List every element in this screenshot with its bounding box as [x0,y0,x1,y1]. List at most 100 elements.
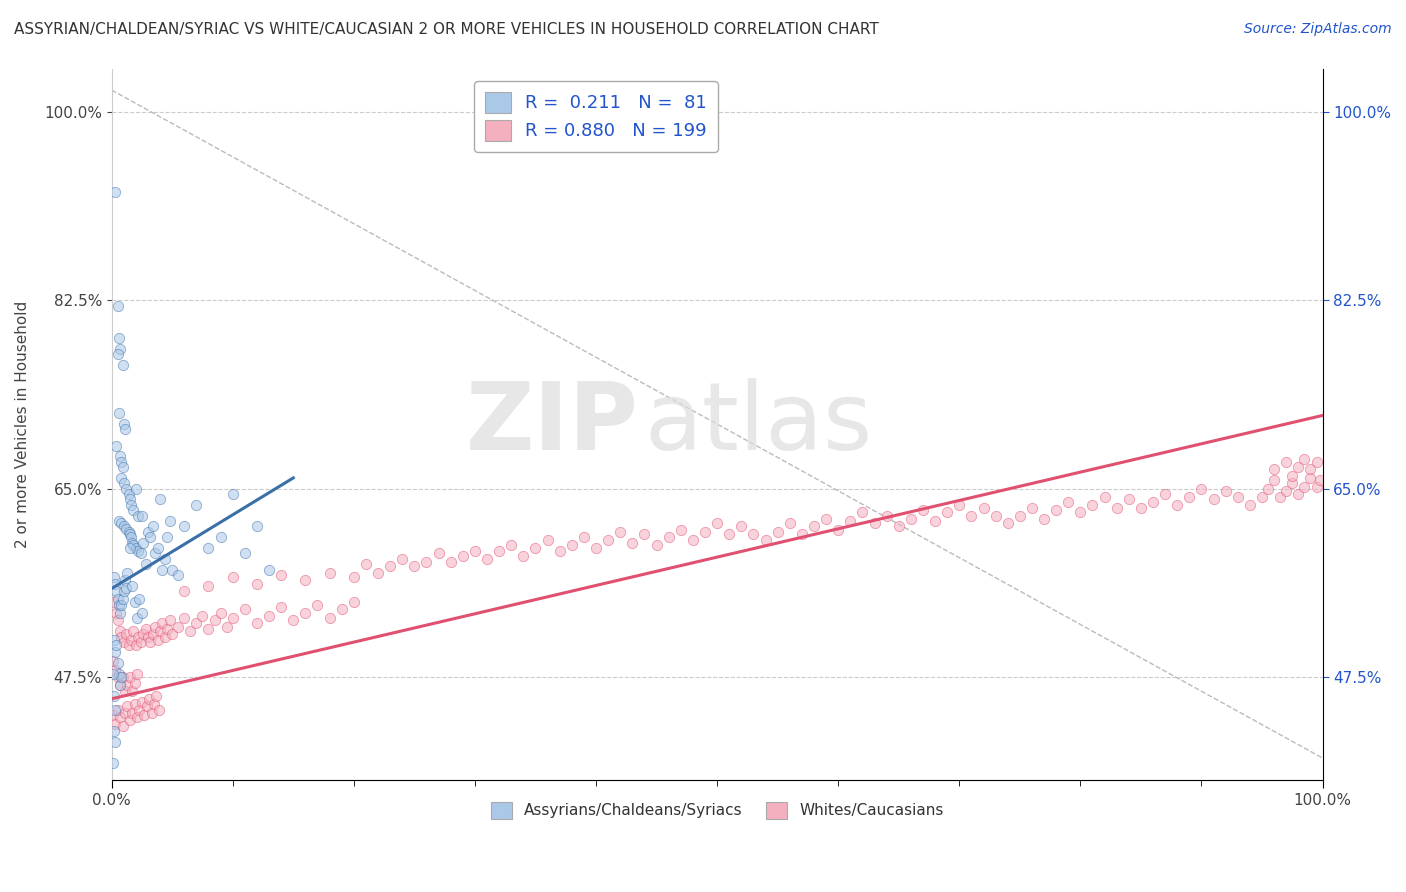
Point [108,406,131,420]
Point [112,417,135,431]
Point [121,706,143,720]
Point [131,606,153,620]
Point [512,549,534,563]
Point [124,595,146,609]
Point [131,695,153,709]
Point [117,524,139,539]
Point [1191,482,1213,496]
Point [1057,494,1080,508]
Point [121,535,143,549]
Point [973,501,995,516]
Point [330,602,353,616]
Point [118,714,141,728]
Point [561,538,583,552]
Point [125,482,148,496]
Point [343,570,366,584]
Point [682,533,704,548]
Point [307,598,329,612]
Point [1069,505,1091,519]
Point [122,624,145,638]
Point [246,519,269,533]
Point [111,591,134,606]
Point [138,691,160,706]
Point [948,498,970,512]
Point [887,519,910,533]
Point [222,487,245,501]
Point [186,498,208,512]
Point [125,710,148,724]
Point [924,514,946,528]
Point [104,716,127,731]
Point [107,299,129,313]
Point [1281,468,1303,483]
Point [440,555,463,569]
Point [117,678,139,692]
Point [246,576,269,591]
Point [1281,476,1303,491]
Point [114,706,136,720]
Point [257,608,280,623]
Point [936,505,959,519]
Point [118,670,141,684]
Point [114,422,136,436]
Point [1008,508,1031,523]
Point [107,613,129,627]
Point [107,347,129,361]
Point [101,654,124,668]
Point [766,524,789,539]
Point [658,530,681,544]
Point [404,559,426,574]
Point [1215,483,1237,498]
Point [173,611,195,625]
Point [367,566,389,580]
Point [111,358,134,372]
Point [730,519,752,533]
Point [121,579,143,593]
Point [1081,498,1104,512]
Point [318,566,340,580]
Point [669,523,692,537]
Point [120,632,142,647]
Point [984,508,1007,523]
Point [120,498,142,512]
Point [127,508,149,523]
Point [145,689,167,703]
Text: ASSYRIAN/CHALDEAN/SYRIAC VS WHITE/CAUCASIAN 2 OR MORE VEHICLES IN HOUSEHOLD CORR: ASSYRIAN/CHALDEAN/SYRIAC VS WHITE/CAUCAS… [14,22,879,37]
Point [167,619,190,633]
Point [117,699,139,714]
Point [152,562,174,576]
Point [197,579,219,593]
Legend: Assyrians/Chaldeans/Syriacs, Whites/Caucasians: Assyrians/Chaldeans/Syriacs, Whites/Cauc… [485,796,950,825]
Point [1154,487,1177,501]
Point [139,634,162,648]
Point [863,516,886,531]
Point [1094,491,1116,505]
Point [754,533,776,548]
Point [115,522,138,536]
Point [1239,498,1261,512]
Point [1270,491,1292,505]
Point [131,508,153,523]
Point [108,624,131,638]
Point [354,557,377,571]
Point [197,541,219,555]
Point [1033,512,1056,526]
Point [122,538,145,552]
Point [415,555,437,569]
Point [143,697,166,711]
Point [1202,492,1225,507]
Point [132,627,155,641]
Point [103,595,125,609]
Point [598,533,620,548]
Point [108,606,131,620]
Point [779,516,801,531]
Point [108,678,131,692]
Point [108,667,131,681]
Point [645,538,668,552]
Point [146,632,169,647]
Point [718,527,741,541]
Point [209,530,232,544]
Point [107,670,129,684]
Point [112,519,135,533]
Point [621,535,644,549]
